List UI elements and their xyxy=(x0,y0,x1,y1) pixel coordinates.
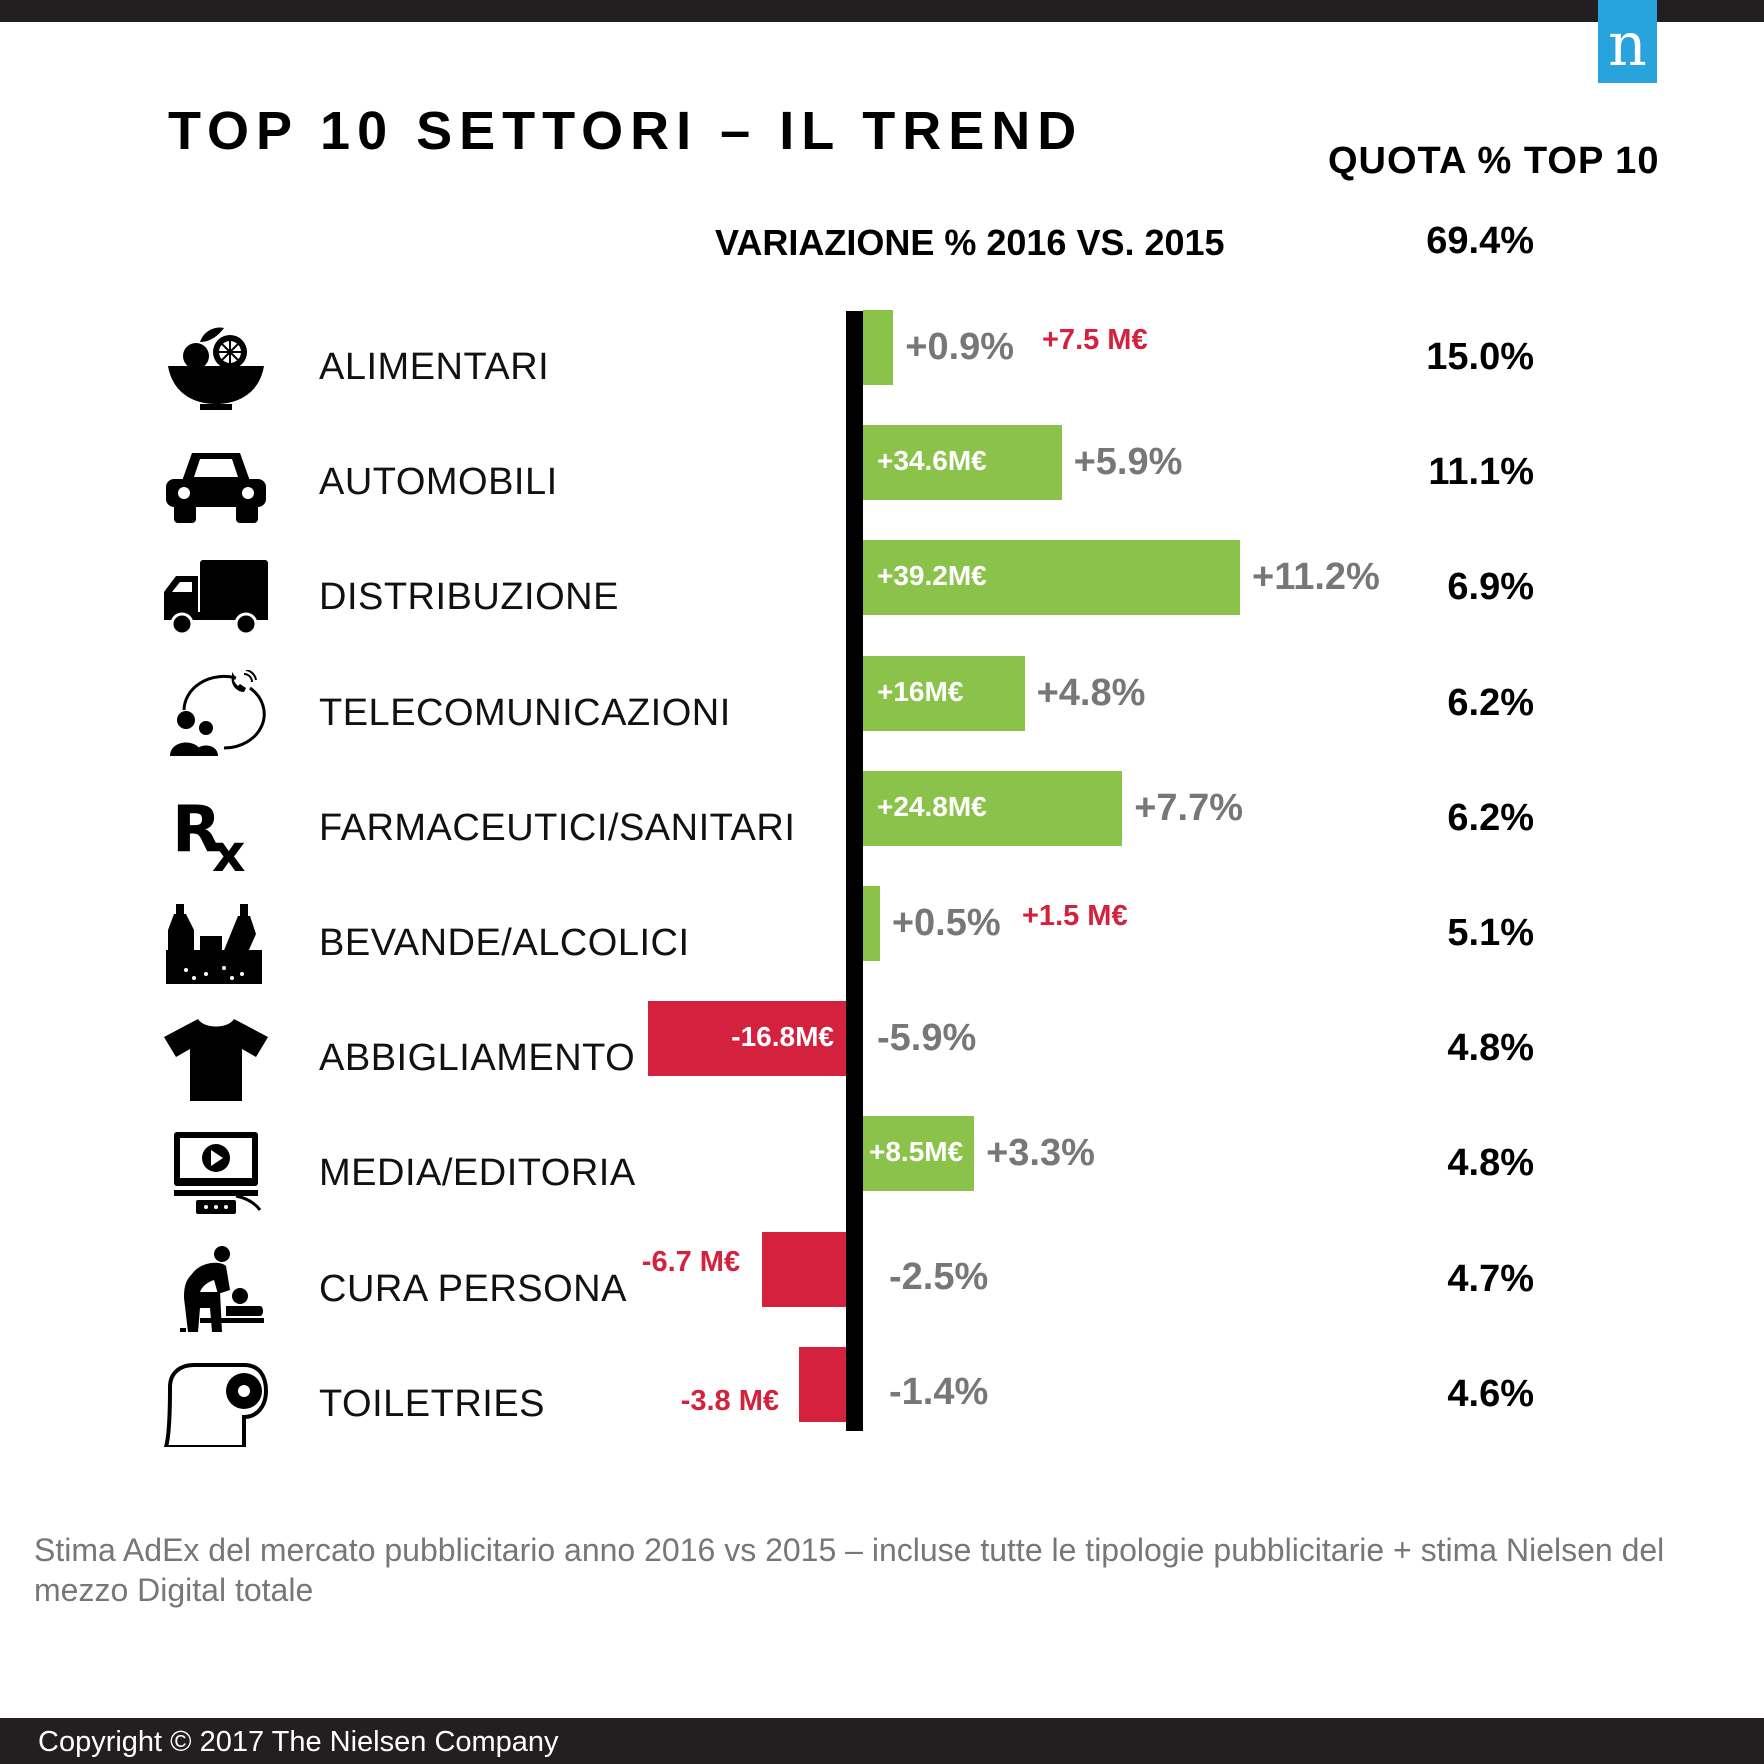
variation-percent: -2.5% xyxy=(889,1255,989,1298)
bottles-crate-icon xyxy=(160,900,272,986)
amount-label: +8.5M€ xyxy=(869,1136,964,1168)
chart-title: TOP 10 SETTORI – IL TREND xyxy=(168,101,1084,161)
variation-bar xyxy=(863,310,894,385)
table-row: MEDIA/EDITORIA +3.3% +8.5M€ 4.8% xyxy=(0,1116,1764,1231)
share-value: 6.2% xyxy=(1447,681,1534,724)
share-value: 11.1% xyxy=(1428,451,1534,494)
table-row: CURA PERSONA -2.5% -6.7 M€ 4.7% xyxy=(0,1231,1764,1347)
amount-label: +16M€ xyxy=(877,675,964,707)
variation-bar xyxy=(863,886,880,961)
category-label: BEVANDE/ALCOLICI xyxy=(319,922,690,964)
category-label: TOILETRIES xyxy=(319,1382,546,1425)
top-bar xyxy=(0,0,1764,22)
car-icon xyxy=(160,439,272,525)
tshirt-icon xyxy=(160,1015,272,1102)
svg-text:R: R xyxy=(172,793,221,867)
variation-bar xyxy=(762,1231,846,1307)
variation-bar xyxy=(863,655,1025,731)
amount-label: +7.5 M€ xyxy=(1042,324,1148,356)
variation-percent: +7.7% xyxy=(1134,786,1243,829)
copyright: Copyright © 2017 The Nielsen Company xyxy=(38,1726,559,1758)
zero-axis xyxy=(846,311,863,1431)
variation-percent: +4.8% xyxy=(1036,671,1146,714)
variation-bar xyxy=(863,770,1123,846)
share-value: 4.7% xyxy=(1447,1257,1534,1300)
svg-text:x: x xyxy=(212,824,246,871)
total-share: 69.4% xyxy=(1426,220,1534,262)
share-value: 6.2% xyxy=(1447,796,1534,839)
table-row: DISTRIBUZIONE +11.2% +39.2M€ 6.9% xyxy=(0,540,1764,655)
amount-label: +1.5 M€ xyxy=(1022,900,1128,932)
nielsen-logo: n xyxy=(1598,0,1657,83)
video-monitor-icon xyxy=(160,1130,272,1216)
category-label: ALIMENTARI xyxy=(319,346,550,388)
category-label: CURA PERSONA xyxy=(319,1267,627,1310)
amount-label: -6.7 M€ xyxy=(641,1245,741,1278)
table-row: BEVANDE/ALCOLICI +0.5% +1.5 M€ 5.1% xyxy=(0,886,1764,1001)
baby-changing-icon xyxy=(160,1245,272,1332)
variation-bar xyxy=(863,425,1062,501)
table-row: ABBIGLIAMENTO -5.9% -16.8M€ 4.8% xyxy=(0,1001,1764,1116)
share-value: 4.8% xyxy=(1447,1027,1534,1070)
share-value: 4.8% xyxy=(1447,1142,1534,1185)
variation-percent: +0.9% xyxy=(905,326,1015,368)
variation-percent: -1.4% xyxy=(889,1370,989,1413)
footer-bar: Copyright © 2017 The Nielsen Company xyxy=(0,1718,1764,1764)
source-note: Stima AdEx del mercato pubblicitario ann… xyxy=(34,1532,1665,1608)
share-value: 5.1% xyxy=(1447,912,1534,954)
category-label: ABBIGLIAMENTO xyxy=(319,1037,636,1080)
share-value: 15.0% xyxy=(1426,336,1534,378)
variation-percent: +0.5% xyxy=(891,902,1001,944)
toilet-paper-icon xyxy=(160,1361,272,1449)
amount-label: -16.8M€ xyxy=(731,1021,834,1053)
category-label: FARMACEUTICI/SANITARI xyxy=(319,806,796,849)
variation-percent: -5.9% xyxy=(877,1017,977,1060)
amount-label: +39.2M€ xyxy=(877,560,987,592)
variation-bar xyxy=(799,1346,846,1422)
category-label: AUTOMOBILI xyxy=(319,461,558,504)
variation-header: VARIAZIONE % 2016 VS. 2015 xyxy=(715,222,1225,263)
telecom-people-icon xyxy=(160,668,272,756)
variation-bar xyxy=(648,1001,846,1077)
table-row: ALIMENTARI +0.9% +7.5 M€ 15.0% xyxy=(0,310,1764,425)
salad-bowl-icon xyxy=(160,324,272,410)
amount-label: +34.6M€ xyxy=(877,445,987,477)
table-row: TOILETRIES -1.4% -3.8 M€ 4.6% xyxy=(0,1346,1764,1462)
amount-label: +24.8M€ xyxy=(877,790,987,822)
variation-percent: +11.2% xyxy=(1252,556,1380,599)
variation-percent: +3.3% xyxy=(986,1132,1095,1175)
table-row: TELECOMUNICAZIONI +4.8% +16M€ 6.2% xyxy=(0,655,1764,771)
variation-bar xyxy=(863,1116,975,1192)
share-value: 6.9% xyxy=(1447,566,1534,609)
table-row: AUTOMOBILI +5.9% +34.6M€ 11.1% xyxy=(0,425,1764,540)
quota-header: QUOTA % TOP 10 xyxy=(1328,140,1660,182)
category-label: MEDIA/EDITORIA xyxy=(319,1152,636,1195)
variation-bar xyxy=(863,540,1240,616)
truck-icon xyxy=(160,554,272,640)
variation-percent: +5.9% xyxy=(1073,441,1183,484)
category-label: TELECOMUNICAZIONI xyxy=(319,691,731,734)
amount-label: -3.8 M€ xyxy=(680,1384,780,1417)
share-value: 4.6% xyxy=(1447,1372,1534,1415)
category-label: DISTRIBUZIONE xyxy=(319,576,619,619)
